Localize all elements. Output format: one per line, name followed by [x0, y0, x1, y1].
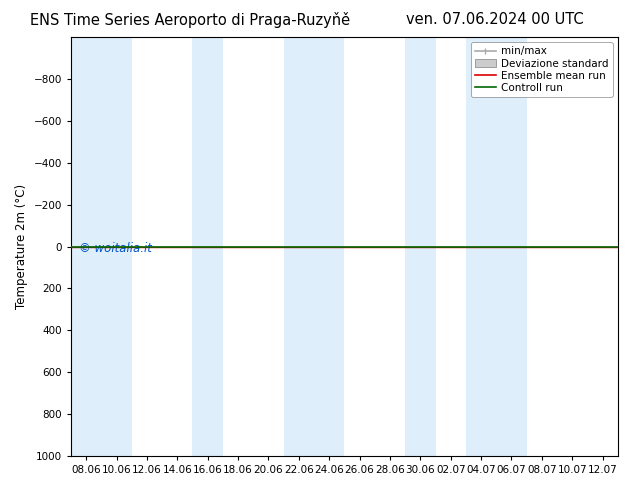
Bar	[466, 37, 527, 456]
Legend: min/max, Deviazione standard, Ensemble mean run, Controll run: min/max, Deviazione standard, Ensemble m…	[470, 42, 612, 97]
Bar	[283, 37, 344, 456]
Text: © woitalia.it: © woitalia.it	[79, 242, 152, 255]
Text: ENS Time Series Aeroporto di Praga-Ruzyňě: ENS Time Series Aeroporto di Praga-Ruzyň…	[30, 12, 350, 28]
Bar	[193, 37, 223, 456]
Y-axis label: Temperature 2m (°C): Temperature 2m (°C)	[15, 184, 28, 309]
Bar	[71, 37, 132, 456]
Bar	[405, 37, 436, 456]
Text: ven. 07.06.2024 00 UTC: ven. 07.06.2024 00 UTC	[406, 12, 583, 27]
